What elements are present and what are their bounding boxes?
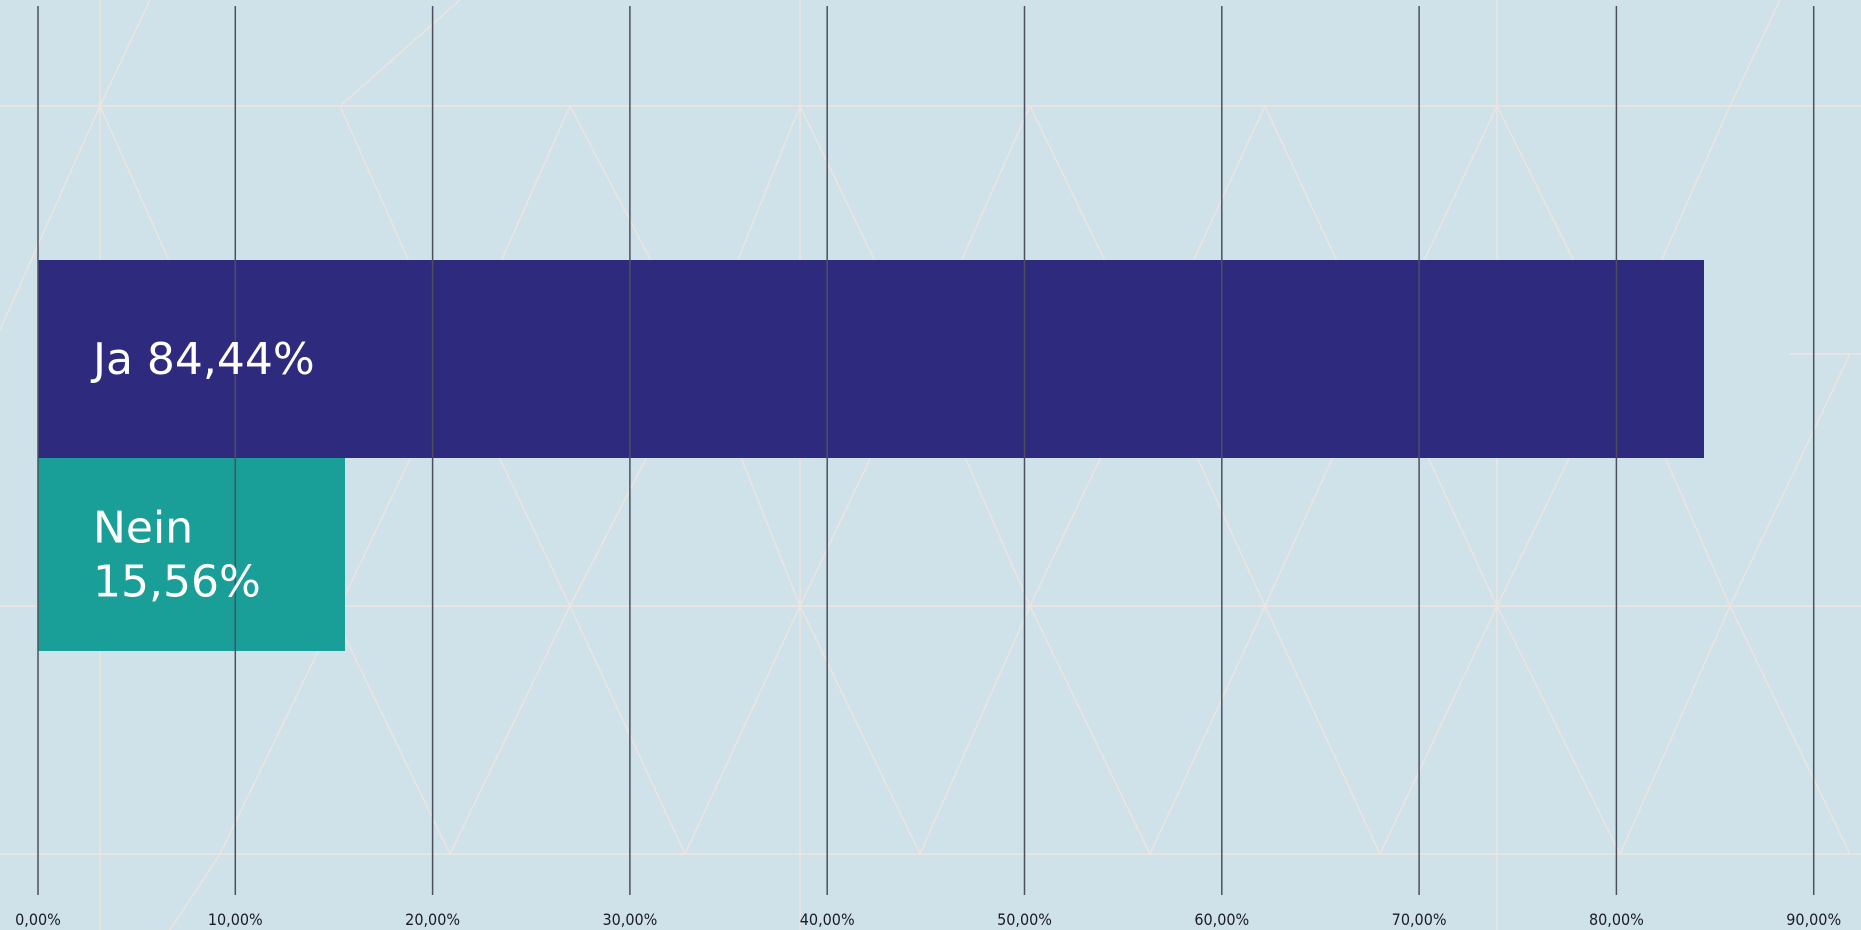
x-tick-label-8: 80,00%: [1589, 910, 1644, 929]
gridlines: [37, 6, 1815, 895]
x-axis-tick-labels: 0,00% 10,00% 20,00% 30,00% 40,00% 50,00% 60,00…: [15, 910, 1841, 929]
x-tick-label-9: 90,00%: [1786, 910, 1841, 929]
bar-label-nein-1: 15,56%: [93, 557, 261, 608]
bar-label-nein-0: Nein: [93, 503, 193, 554]
bar-nein: [38, 458, 345, 651]
x-tick-label-0: 0,00%: [15, 910, 61, 929]
x-tick-label-2: 20,00%: [405, 910, 460, 929]
bar-label-ja-0: Ja 84,44%: [90, 334, 315, 385]
x-tick-label-6: 60,00%: [1194, 910, 1249, 929]
x-tick-label-7: 70,00%: [1392, 910, 1447, 929]
bar-ja: [38, 260, 1705, 458]
x-tick-label-1: 10,00%: [208, 910, 263, 929]
x-tick-label-3: 30,00%: [602, 910, 657, 929]
bars: [38, 260, 1705, 651]
x-tick-label-5: 50,00%: [997, 910, 1052, 929]
x-tick-label-4: 40,00%: [800, 910, 855, 929]
